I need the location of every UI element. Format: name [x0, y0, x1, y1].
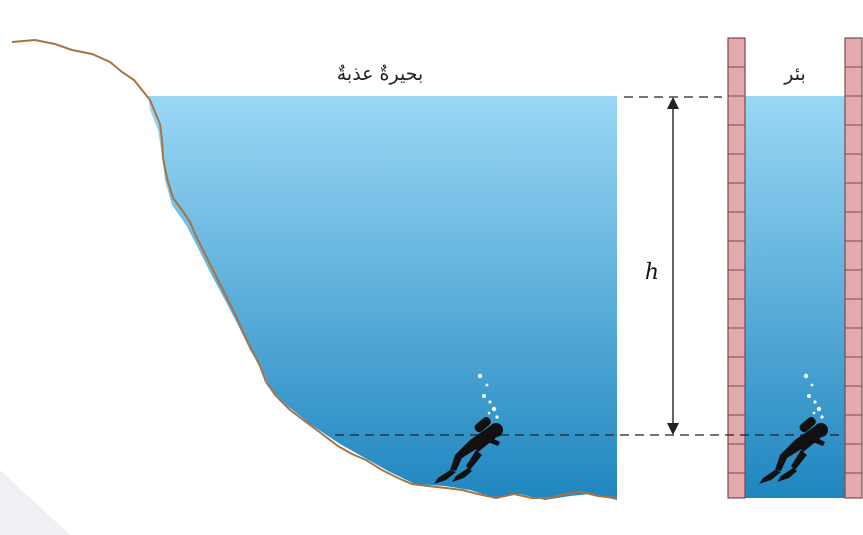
lake-bank-outline	[11, 38, 618, 500]
height-arrow	[667, 97, 679, 435]
well-label: بئر	[783, 63, 806, 85]
height-label: h	[645, 260, 659, 285]
well-left-wall	[727, 37, 746, 499]
page-corner	[0, 470, 70, 535]
well-bubbles	[803, 373, 824, 419]
lake-label: بحيرةٌ عذبةٌ	[337, 63, 424, 85]
lake-water	[148, 96, 617, 500]
well-right-wall	[844, 37, 863, 499]
lake-bubbles	[477, 373, 499, 419]
well-water	[745, 96, 845, 498]
